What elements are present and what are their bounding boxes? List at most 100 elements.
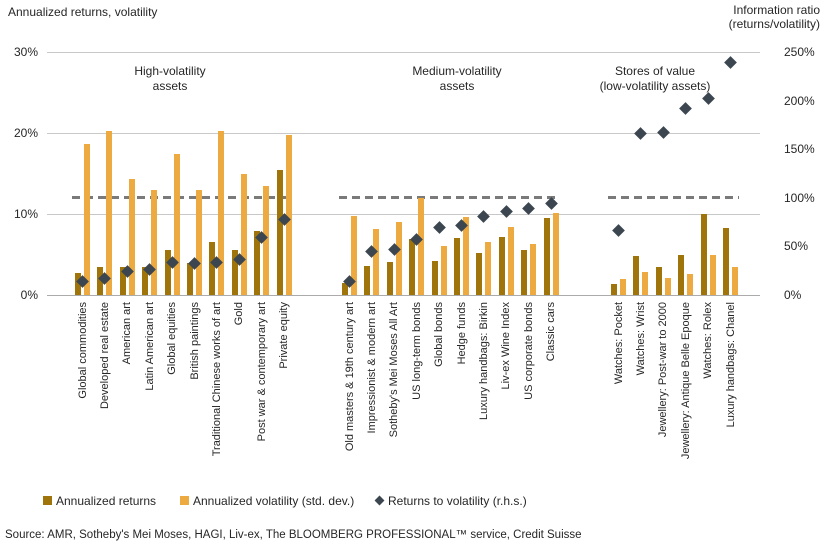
volatility-bar [128,179,135,295]
returns-bar [543,218,550,295]
group-title: High-volatility assets [60,64,280,94]
volatility-bar [196,189,202,295]
x-axis-label: Post war & contemporary art [255,302,268,442]
volatility-bar [709,255,716,295]
returns-bar [476,252,483,295]
x-axis-label: Global equities [166,302,179,375]
volatility-bar [373,229,380,295]
returns-bar [611,284,617,295]
x-axis-label: Liv-ex Wine Index [500,302,513,390]
ratio-diamond [701,92,715,106]
x-axis-label: Jewellery: Antique Belle Epoque [679,302,692,460]
group-title-line: (low-volatility assets) [599,79,711,93]
volatility-bar [642,271,649,295]
x-axis-label: British paintings [188,302,201,380]
volatility-bar [285,134,292,295]
gridline [47,52,760,53]
plot-area [47,52,760,296]
returns-bar [723,227,729,295]
returns-swatch-icon [43,496,52,505]
returns-bar [164,249,171,295]
ratio-diamond [499,205,513,218]
group-title: Medium-volatility assets [347,64,567,94]
x-axis-label: Traditional Chinese works of art [210,302,223,457]
volatility-bar [530,243,537,295]
reference-line-100pct [72,196,293,200]
volatility-bar [507,226,514,295]
right-axis-tick: 100% [784,190,815,205]
x-axis-label: Global commodities [76,302,89,399]
x-axis-label: Global bonds [433,302,446,367]
group-title: Stores of value (low-volatility assets) [545,64,765,94]
volatility-bar [151,189,158,295]
diamond-marker-icon [374,495,385,506]
returns-bar [521,249,528,295]
x-axis-label: Luxury handbags: Chanel [724,302,737,428]
returns-bar [454,238,460,295]
volatility-bar [395,222,402,295]
x-axis-label: Jewellery: Post-war to 2000 [657,302,670,438]
right-axis-tick: 200% [784,93,815,108]
x-axis-label: Watches: Rolex [702,302,715,379]
x-axis-label: Sotheby's Mei Moses All Art [388,302,401,438]
returns-bar [276,170,283,295]
right-axis-tick: 150% [784,142,815,157]
ratio-diamond [679,102,693,115]
volatility-bar [620,278,626,295]
group-title-line: Stores of value [614,64,696,78]
returns-bar [364,265,371,295]
right-axis-title-line2: (returns/volatility) [728,17,820,31]
volatility-bar [218,131,225,295]
right-axis-tick: 0% [784,288,802,302]
volatility-bar [84,143,90,295]
returns-bar [342,282,348,295]
returns-bar [409,239,416,295]
legend-label-ratio: Returns to volatility (r.h.s.) [388,494,527,508]
volatility-bar [263,186,270,295]
returns-bar [187,263,193,295]
returns-bar [386,261,393,295]
returns-bar [254,231,261,295]
volatility-swatch-icon [180,496,189,505]
left-axis-title: Annualized returns, volatility [8,5,158,19]
legend-label-volatility: Annualized volatility (std. dev.) [193,494,355,508]
x-axis-label: Private equity [278,302,291,369]
returns-bar [498,236,505,295]
ratio-diamond [656,126,670,140]
x-axis-label: Impressionist & modern art [365,302,378,434]
right-axis-tick: 50% [784,239,809,254]
volatility-bar [664,277,671,295]
volatility-bar [463,217,469,295]
x-axis-label: US long-term bonds [410,302,423,400]
volatility-bar [240,174,247,295]
right-axis-tick: 250% [784,45,815,59]
reference-line-100pct [608,196,739,200]
returns-bar [678,254,685,295]
x-axis-label: US corporate bonds [522,302,535,400]
returns-bar [142,267,149,295]
x-axis-label: American art [121,302,134,365]
returns-bar [119,266,126,295]
returns-bar [431,260,438,295]
volatility-bar [732,267,738,295]
gridline [47,133,760,134]
right-axis-title: Information ratio (returns/volatility) [729,3,820,31]
group-title-line: assets [439,79,475,93]
reference-line-100pct [339,196,560,200]
x-axis-label: Gold [233,302,246,326]
ratio-diamond [612,224,625,238]
gridline [47,214,760,215]
legend-label-returns: Annualized returns [56,494,157,508]
volatility-bar [440,245,447,295]
x-axis-label: Hedge funds [455,302,468,365]
left-axis-tick: 0% [20,288,38,302]
volatility-bar [418,197,425,295]
right-axis-title-line1: Information ratio [733,3,820,17]
ratio-diamond [634,127,648,141]
volatility-bar [351,215,357,295]
returns-bar [231,250,238,295]
volatility-bar [552,213,559,295]
x-axis-label: Luxury handbags: Birkin [477,302,490,421]
ratio-diamond [477,209,491,223]
volatility-bar [687,273,694,295]
